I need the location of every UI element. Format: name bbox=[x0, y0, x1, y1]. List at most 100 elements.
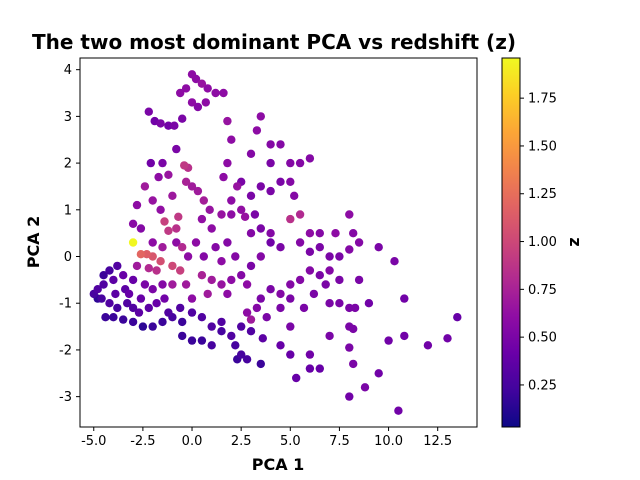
scatter-point bbox=[183, 252, 193, 261]
scatter-point bbox=[246, 327, 256, 336]
scatter-point bbox=[321, 280, 330, 289]
scatter-point bbox=[266, 229, 275, 238]
scatter-point bbox=[256, 224, 265, 233]
scatter-point bbox=[219, 88, 228, 98]
scatter-point bbox=[349, 229, 358, 238]
scatter-point bbox=[345, 210, 354, 219]
y-tick-label: 1 bbox=[64, 203, 72, 218]
scatter-point bbox=[217, 257, 226, 266]
scatter-point bbox=[128, 317, 138, 327]
scatter-point bbox=[400, 294, 409, 303]
scatter-point bbox=[354, 238, 364, 247]
scatter-point bbox=[227, 196, 236, 205]
scatter-point bbox=[233, 182, 242, 191]
scatter-point bbox=[111, 289, 120, 299]
scatter-point bbox=[286, 350, 295, 359]
scatter-point bbox=[400, 331, 409, 341]
scatter-point bbox=[156, 119, 165, 128]
x-axis-label: PCA 1 bbox=[252, 455, 305, 474]
scatter-point bbox=[168, 261, 177, 271]
scatter-point bbox=[305, 154, 315, 163]
scatter-point bbox=[266, 285, 275, 294]
scatter-point bbox=[453, 313, 462, 322]
scatter-point bbox=[315, 243, 324, 252]
scatter-point bbox=[360, 383, 370, 392]
scatter-point bbox=[423, 341, 433, 350]
scatter-point bbox=[140, 280, 150, 289]
scatter-point bbox=[148, 196, 157, 205]
scatter-point bbox=[286, 158, 295, 168]
scatter-point bbox=[160, 217, 169, 226]
y-axis-label: PCA 2 bbox=[24, 216, 43, 269]
scatter-point bbox=[128, 275, 138, 285]
scatter-point bbox=[197, 79, 207, 88]
scatter-point bbox=[187, 308, 197, 317]
scatter-point bbox=[172, 144, 181, 154]
scatter-point bbox=[99, 280, 108, 289]
scatter-point bbox=[315, 271, 324, 280]
scatter-point bbox=[128, 219, 138, 228]
scatter-point bbox=[292, 373, 301, 383]
scatter-point bbox=[138, 322, 148, 331]
scatter-point bbox=[276, 140, 285, 149]
scatter-point bbox=[295, 238, 305, 247]
scatter-point bbox=[172, 224, 181, 233]
y-tick-label: 3 bbox=[64, 110, 72, 125]
scatter-point bbox=[256, 294, 265, 303]
scatter-point bbox=[154, 172, 163, 182]
scatter-point bbox=[349, 359, 358, 369]
scatter-point bbox=[364, 299, 374, 308]
scatter-point bbox=[201, 98, 210, 107]
scatter-point bbox=[276, 341, 285, 350]
colorbar-tick-label: 1.00 bbox=[528, 235, 557, 250]
colorbar-tick-label: 0.75 bbox=[528, 283, 557, 298]
scatter-point bbox=[193, 186, 203, 196]
scatter-point bbox=[128, 238, 138, 247]
scatter-point bbox=[246, 229, 256, 238]
scatter-point bbox=[203, 289, 212, 299]
scatter-point bbox=[309, 289, 319, 299]
scatter-point bbox=[295, 210, 305, 219]
colorbar-tick-label: 1.75 bbox=[528, 92, 557, 107]
scatter-point bbox=[207, 224, 216, 233]
scatter-point bbox=[305, 266, 315, 275]
scatter-point bbox=[305, 229, 315, 238]
scatter-point bbox=[109, 275, 118, 285]
scatter-point bbox=[207, 322, 216, 331]
x-tick-label: 10.0 bbox=[374, 434, 403, 449]
scatter-point bbox=[266, 140, 275, 149]
scatter-point bbox=[113, 261, 122, 271]
scatter-point bbox=[345, 343, 354, 352]
scatter-point bbox=[227, 275, 236, 285]
scatter-point bbox=[199, 196, 208, 205]
x-axis-ticks: -5.0 -2.5 0.0 2.5 5.0 7.5 10.0 12.5 bbox=[81, 427, 452, 449]
scatter-point bbox=[315, 364, 324, 373]
scatter-point bbox=[242, 308, 252, 317]
scatter-point bbox=[176, 266, 185, 275]
scatter-point bbox=[227, 210, 236, 219]
scatter-point bbox=[181, 280, 191, 289]
scatter-point bbox=[262, 313, 271, 322]
scatter-point bbox=[256, 182, 265, 191]
scatter-point bbox=[256, 252, 265, 261]
scatter-point bbox=[223, 238, 232, 247]
scatter-point bbox=[335, 252, 344, 261]
scatter-point bbox=[374, 243, 383, 252]
scatter-point bbox=[180, 161, 189, 170]
scatter-point bbox=[217, 317, 226, 327]
scatter-point bbox=[227, 135, 236, 144]
scatter-point bbox=[325, 252, 334, 261]
scatter-point bbox=[299, 303, 309, 313]
scatter-point bbox=[152, 266, 161, 275]
scatter-point bbox=[113, 303, 122, 313]
scatter-point bbox=[197, 214, 207, 224]
scatter-point bbox=[187, 294, 197, 303]
scatter-point bbox=[286, 214, 295, 224]
scatter-point bbox=[158, 280, 167, 289]
scatter-point bbox=[295, 275, 305, 285]
scatter-point bbox=[246, 149, 256, 158]
scatter-point bbox=[168, 191, 177, 200]
scatter-point bbox=[325, 299, 334, 308]
scatter-point bbox=[345, 245, 354, 254]
